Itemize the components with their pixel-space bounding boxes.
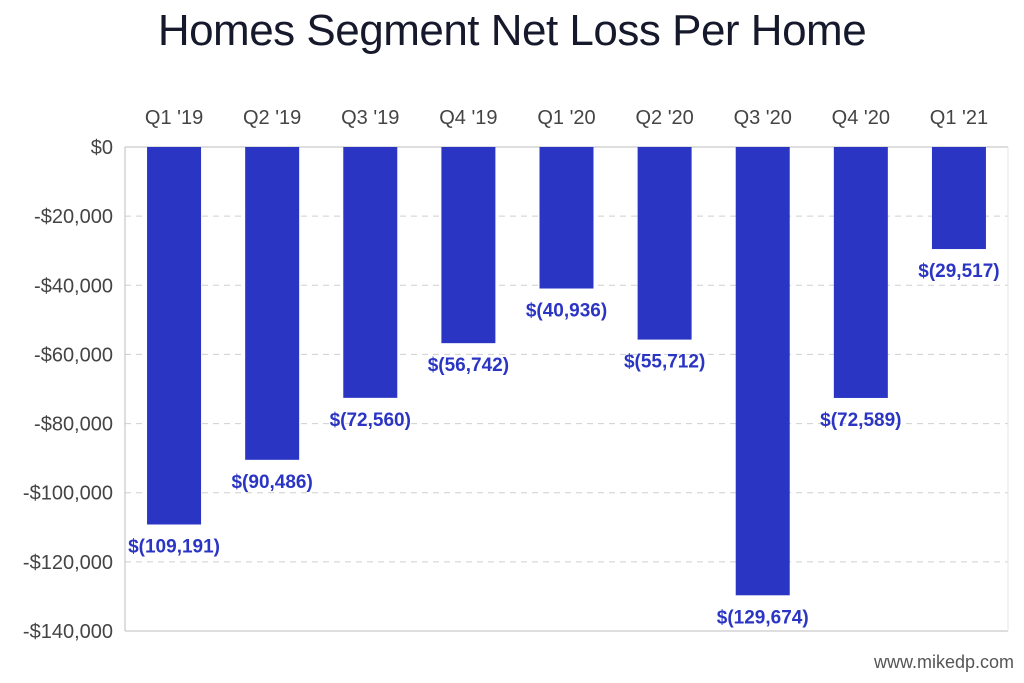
y-axis-ticks: $0 -$20,000 -$40,000 -$60,000 -$80,000 -$100,… xyxy=(23,137,113,643)
y-tick-label: $0 xyxy=(91,137,113,159)
bar xyxy=(441,147,496,344)
x-tick-label: Q4 '20 xyxy=(832,107,890,129)
x-tick-label: Q4 '19 xyxy=(439,107,497,129)
x-tick-label: Q2 '20 xyxy=(635,107,693,129)
y-tick-label: -$120,000 xyxy=(23,552,113,574)
data-label: $(72,560) xyxy=(330,410,411,431)
bar xyxy=(343,147,398,398)
data-label: $(29,517) xyxy=(918,261,999,282)
y-tick-label: -$140,000 xyxy=(23,621,113,643)
bar xyxy=(735,147,790,596)
bar xyxy=(637,147,692,340)
data-label: $(129,674) xyxy=(717,607,809,628)
bar xyxy=(833,147,888,398)
x-tick-label: Q3 '19 xyxy=(341,107,399,129)
data-label: $(55,712) xyxy=(624,352,705,373)
x-tick-label: Q3 '20 xyxy=(734,107,792,129)
data-label: $(90,486) xyxy=(231,472,312,493)
data-label: $(72,589) xyxy=(820,410,901,431)
x-tick-label: Q2 '19 xyxy=(243,107,301,129)
x-tick-label: Q1 '19 xyxy=(145,107,203,129)
bar xyxy=(147,147,202,525)
y-tick-label: -$60,000 xyxy=(34,344,113,366)
data-label: $(56,742) xyxy=(428,355,509,376)
y-tick-label: -$20,000 xyxy=(34,206,113,228)
data-labels: $(109,191) $(90,486) $(72,560) $(56,742) $(4… xyxy=(128,261,1000,628)
y-tick-label: -$80,000 xyxy=(34,414,113,436)
y-tick-label: -$100,000 xyxy=(23,483,113,505)
chart-title: Homes Segment Net Loss Per Home xyxy=(157,6,867,55)
bar xyxy=(931,147,986,250)
bar xyxy=(245,147,300,460)
data-label: $(109,191) xyxy=(128,536,220,557)
data-label: $(40,936) xyxy=(526,301,607,322)
bars xyxy=(147,147,986,596)
bar xyxy=(539,147,594,289)
x-tick-label: Q1 '21 xyxy=(930,107,988,129)
y-tick-label: -$40,000 xyxy=(34,275,113,297)
x-axis-ticks: Q1 '19 Q2 '19 Q3 '19 Q4 '19 Q1 '20 Q2 '20 Q3 '… xyxy=(145,107,988,129)
source-credit: www.mikedp.com xyxy=(873,652,1014,672)
x-tick-label: Q1 '20 xyxy=(537,107,595,129)
